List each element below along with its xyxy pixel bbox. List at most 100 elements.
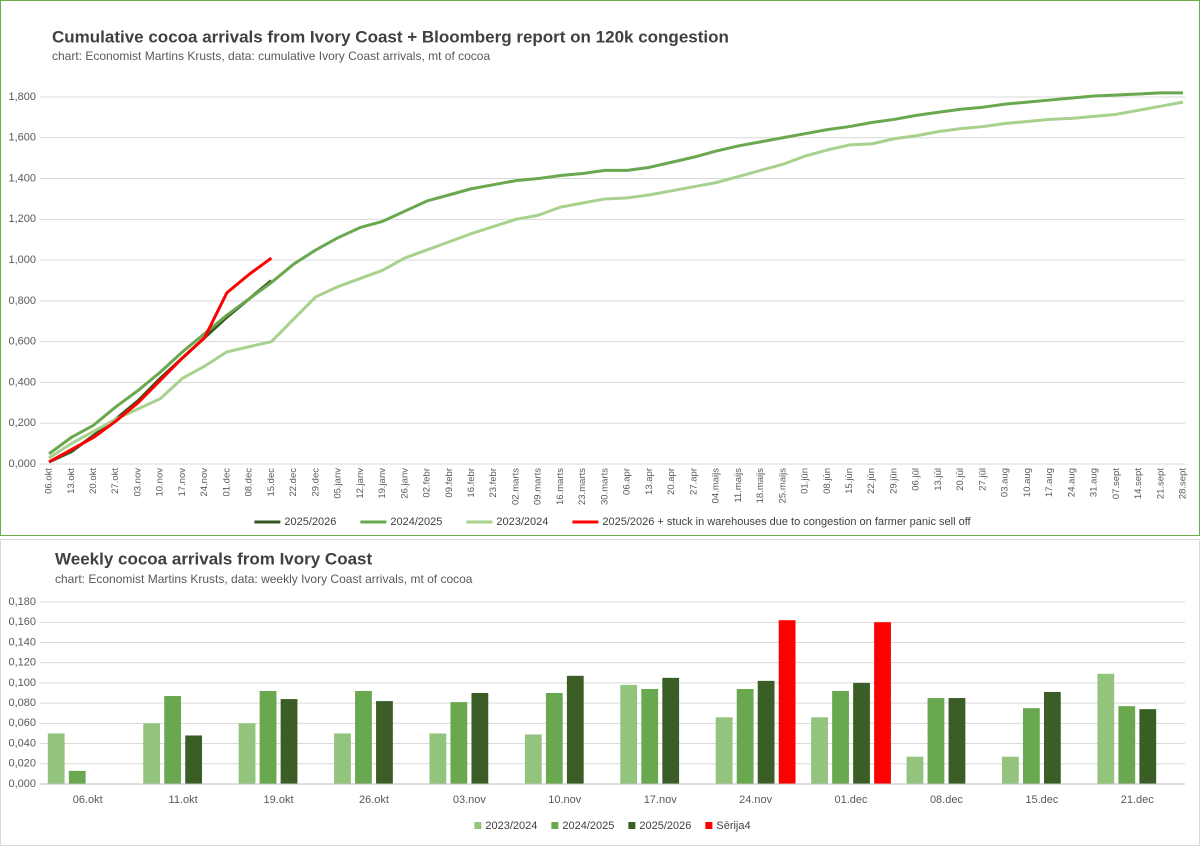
y-tick-label: 0,080 bbox=[8, 697, 36, 709]
bar bbox=[280, 699, 298, 784]
x-tick-label: 04.maijs bbox=[711, 468, 722, 504]
y-tick-label: 1,400 bbox=[8, 172, 36, 184]
chart-title: Weekly cocoa arrivals from Ivory Coast bbox=[55, 549, 373, 568]
x-tick-label: 07.sept bbox=[1111, 468, 1122, 500]
x-tick-label: 23.marts bbox=[577, 468, 588, 505]
y-tick-label: 0,200 bbox=[8, 417, 36, 429]
y-tick-label: 0,000 bbox=[8, 458, 36, 470]
bar bbox=[620, 684, 638, 784]
bar bbox=[1097, 673, 1115, 784]
x-tick-label: 21.dec bbox=[1121, 794, 1155, 806]
y-tick-label: 0,060 bbox=[8, 717, 36, 729]
x-tick-label: 10.nov bbox=[548, 794, 582, 806]
x-tick-label: 03.aug bbox=[1000, 468, 1011, 497]
x-tick-label: 01.dec bbox=[221, 468, 232, 497]
bar bbox=[1139, 709, 1157, 784]
bar bbox=[832, 690, 849, 784]
x-tick-label: 06.jūl bbox=[911, 468, 922, 491]
y-tick-label: 0,000 bbox=[8, 778, 36, 790]
legend-label: 2025/2026 + stuck in warehouses due to c… bbox=[602, 516, 971, 528]
bar bbox=[853, 682, 870, 784]
x-tick-label: 13.apr bbox=[644, 468, 655, 495]
x-tick-label: 10.aug bbox=[1022, 468, 1033, 497]
x-tick-label: 03.nov bbox=[453, 794, 487, 806]
bar bbox=[164, 696, 182, 784]
bar bbox=[1022, 708, 1040, 784]
x-tick-label: 14.sept bbox=[1133, 468, 1144, 500]
bar bbox=[355, 690, 372, 784]
x-tick-label: 17.nov bbox=[177, 468, 188, 497]
x-tick-label: 01.jūn bbox=[800, 468, 811, 494]
x-tick-label: 17.nov bbox=[644, 794, 678, 806]
x-tick-label: 02.febr bbox=[422, 468, 433, 498]
bar bbox=[259, 690, 277, 784]
y-tick-label: 1,000 bbox=[8, 254, 36, 266]
legend-label: 2023/2024 bbox=[496, 516, 548, 528]
bar bbox=[906, 756, 924, 784]
bar bbox=[874, 622, 891, 784]
chart-subtitle: chart: Economist Martins Krusts, data: w… bbox=[55, 572, 473, 586]
bar bbox=[238, 723, 256, 784]
x-tick-label: 09.febr bbox=[444, 468, 455, 498]
x-tick-label: 02.marts bbox=[510, 468, 521, 505]
bar bbox=[376, 701, 393, 784]
x-tick-label: 15.dec bbox=[266, 468, 277, 497]
x-tick-label: 29.dec bbox=[310, 468, 321, 497]
bar bbox=[545, 693, 563, 784]
x-tick-label: 06.okt bbox=[44, 468, 55, 494]
x-tick-label: 15.dec bbox=[1025, 794, 1059, 806]
x-tick-label: 25.maijs bbox=[777, 468, 788, 504]
bar bbox=[47, 733, 65, 784]
legend-swatch bbox=[474, 822, 482, 829]
x-tick-label: 24.aug bbox=[1066, 468, 1077, 497]
bar bbox=[641, 688, 659, 784]
x-tick-label: 29.jūn bbox=[888, 468, 899, 494]
x-tick-label: 27.jūl bbox=[977, 468, 988, 491]
bar bbox=[143, 723, 161, 784]
y-tick-label: 1,800 bbox=[8, 91, 36, 103]
x-tick-label: 16.marts bbox=[555, 468, 566, 505]
bar bbox=[1043, 691, 1061, 784]
bar bbox=[524, 734, 542, 784]
x-tick-label: 01.dec bbox=[835, 794, 869, 806]
x-tick-label: 13.jūl bbox=[933, 468, 944, 491]
x-tick-label: 11.okt bbox=[169, 794, 198, 806]
legend-label: Sērija4 bbox=[716, 820, 750, 832]
x-tick-label: 19.janv bbox=[377, 468, 388, 499]
x-tick-label: 31.aug bbox=[1089, 468, 1100, 497]
legend-swatch bbox=[705, 822, 713, 829]
x-tick-label: 08.jūn bbox=[822, 468, 833, 494]
x-tick-label: 11.maijs bbox=[733, 468, 744, 503]
y-tick-label: 0,600 bbox=[8, 336, 36, 348]
x-tick-label: 22.dec bbox=[288, 468, 299, 497]
x-tick-label: 05.janv bbox=[333, 468, 344, 499]
x-tick-label: 27.apr bbox=[688, 468, 699, 495]
x-tick-label: 27.okt bbox=[110, 468, 121, 494]
bar bbox=[1001, 756, 1019, 784]
x-tick-label: 19.okt bbox=[264, 794, 294, 806]
x-tick-label: 06.okt bbox=[73, 794, 103, 806]
legend-label: 2025/2026 bbox=[639, 820, 691, 832]
x-tick-label: 28.sept bbox=[1178, 468, 1189, 500]
bar bbox=[736, 688, 754, 784]
x-tick-label: 20.apr bbox=[666, 468, 677, 495]
x-tick-label: 09.marts bbox=[533, 468, 544, 505]
x-tick-label: 20.okt bbox=[88, 468, 99, 494]
y-tick-label: 0,120 bbox=[8, 657, 36, 669]
x-tick-label: 17.aug bbox=[1044, 468, 1055, 497]
chart-frame bbox=[0, 539, 1200, 846]
chart-frame bbox=[0, 0, 1200, 536]
legend-swatch bbox=[551, 822, 559, 829]
x-tick-label: 24.nov bbox=[739, 794, 773, 806]
x-tick-label: 18.maijs bbox=[755, 468, 766, 504]
y-tick-label: 0,040 bbox=[8, 737, 36, 749]
y-tick-label: 0,400 bbox=[8, 376, 36, 388]
y-tick-label: 0,800 bbox=[8, 295, 36, 307]
y-tick-label: 0,140 bbox=[8, 636, 36, 648]
bar bbox=[927, 698, 945, 784]
bar bbox=[471, 693, 489, 784]
chart-title: Cumulative cocoa arrivals from Ivory Coa… bbox=[52, 27, 729, 46]
bar bbox=[334, 733, 351, 784]
series-line bbox=[48, 100, 1184, 460]
